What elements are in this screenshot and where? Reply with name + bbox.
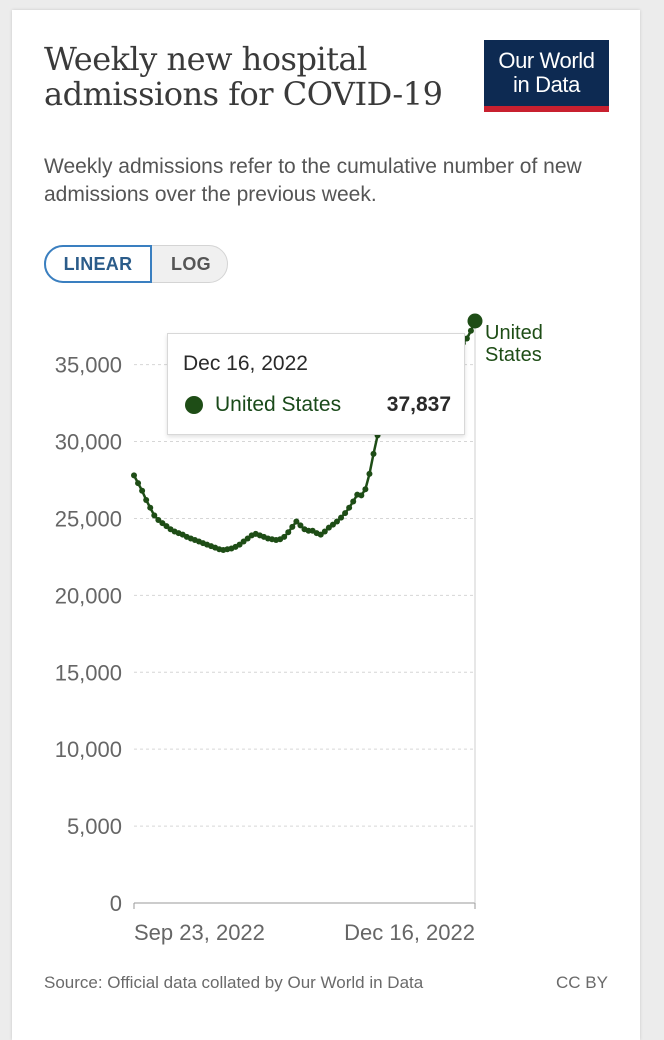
data-point — [317, 531, 324, 538]
data-point — [151, 512, 158, 519]
y-tick-label-15000: 15,000 — [55, 660, 122, 685]
data-point — [147, 504, 154, 511]
license-link[interactable]: CC BY — [556, 973, 608, 992]
x-tick-label: Sep 23, 2022 — [134, 920, 265, 945]
data-point — [366, 470, 373, 477]
data-point — [338, 514, 345, 521]
y-tick-label-30000: 30,000 — [55, 430, 122, 455]
chart-title: Weekly new hospital admissions for COVID… — [44, 40, 443, 113]
data-point — [333, 518, 340, 525]
data-point — [362, 486, 369, 493]
logo-line-2: in Data — [513, 72, 580, 97]
data-point — [297, 522, 304, 529]
data-point — [350, 498, 357, 505]
data-point — [240, 538, 247, 545]
data-point — [346, 504, 353, 511]
data-point — [159, 520, 166, 527]
highlighted-point — [467, 313, 483, 329]
x-tick-label: Dec 16, 2022 — [344, 920, 475, 945]
tooltip-series-name: United States — [215, 393, 342, 416]
owid-logo[interactable]: Our World in Data — [484, 40, 609, 112]
data-point — [163, 523, 170, 530]
data-point — [143, 496, 150, 503]
y-tick-label-20000: 20,000 — [55, 583, 122, 608]
data-point — [289, 523, 296, 530]
chart-tooltip: Dec 16, 2022 United States 37,837 — [167, 333, 465, 435]
data-point — [329, 521, 336, 528]
source-note[interactable]: Source: Official data collated by Our Wo… — [44, 973, 424, 992]
tooltip-value: 37,837 — [386, 393, 451, 416]
logo-line-1: Our World — [498, 48, 595, 73]
data-point — [236, 541, 243, 548]
data-point — [293, 518, 300, 525]
chart-subtitle: Weekly admissions refer to the cumulativ… — [44, 155, 582, 206]
data-point — [467, 327, 474, 334]
series-end-label: States — [485, 344, 542, 366]
line-chart[interactable]: 0 5,000 10,000 15,000 20,000 25,000 30,000 35,0… — [12, 10, 640, 970]
data-point — [139, 487, 146, 494]
scale-toggle: LINEAR LOG — [44, 245, 228, 283]
chart-card: Weekly new hospital admissions for COVID… — [12, 10, 640, 1040]
data-point — [155, 516, 162, 523]
data-point — [281, 533, 288, 540]
tooltip-series-dot — [185, 396, 203, 414]
y-tick-label-5000: 5,000 — [67, 814, 122, 839]
tooltip-date: Dec 16, 2022 — [183, 352, 308, 375]
data-point — [321, 528, 328, 535]
y-tick-label-10000: 10,000 — [55, 737, 122, 762]
log-scale-button[interactable]: LOG — [171, 253, 211, 274]
y-tick-label-0: 0 — [110, 891, 122, 916]
y-tick-label-35000: 35,000 — [55, 353, 122, 378]
data-point — [463, 335, 470, 342]
y-tick-label-25000: 25,000 — [55, 506, 122, 531]
data-point — [285, 529, 292, 536]
data-point — [135, 480, 142, 487]
series-end-label: United — [485, 322, 543, 344]
data-point — [342, 510, 349, 517]
data-point — [370, 450, 377, 457]
data-point — [131, 472, 137, 479]
linear-scale-button[interactable]: LINEAR — [44, 245, 152, 283]
data-point — [358, 492, 365, 499]
data-point — [325, 524, 332, 531]
data-point — [244, 535, 251, 542]
